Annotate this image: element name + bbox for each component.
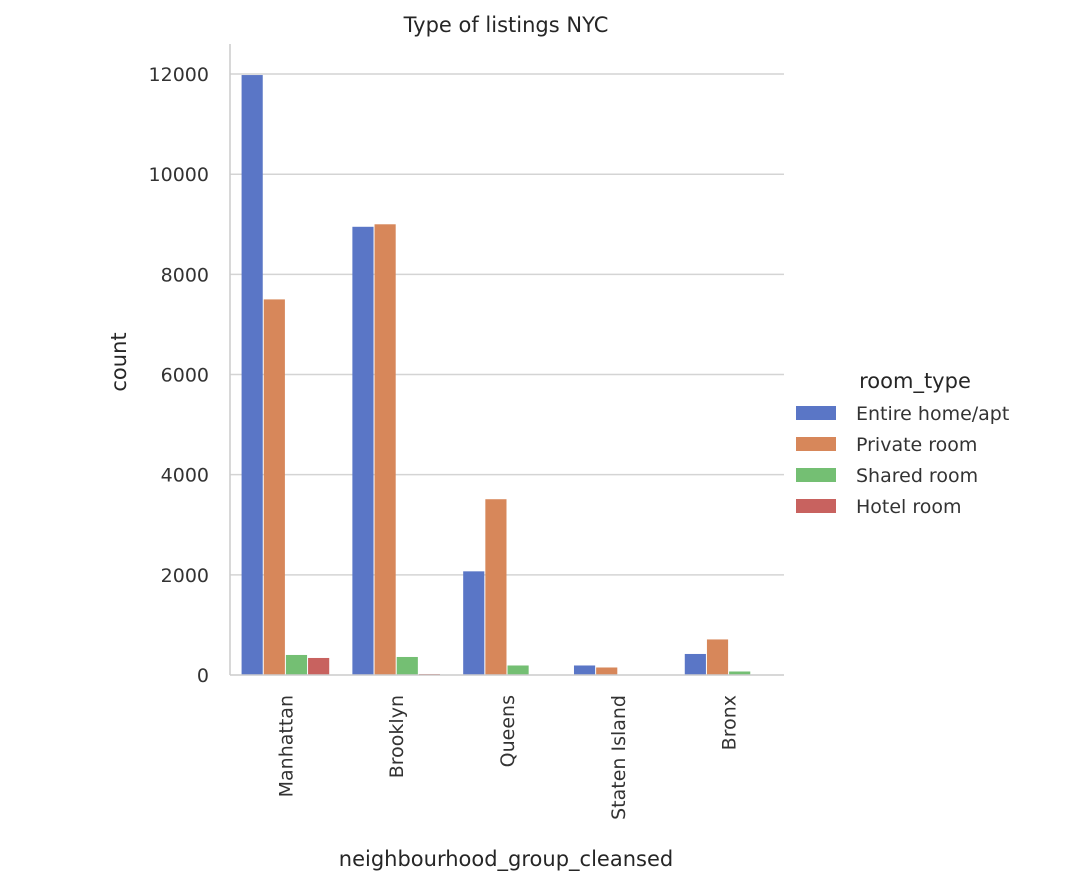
gridlines — [230, 73, 784, 576]
legend-label: Shared room — [856, 465, 978, 487]
y-tick-label: 12000 — [149, 64, 209, 86]
bar — [706, 639, 729, 675]
bars — [241, 75, 751, 676]
legend-label: Hotel room — [856, 496, 962, 518]
bar — [374, 224, 396, 676]
legend-label: Private room — [856, 434, 977, 456]
y-tick-label: 10000 — [149, 164, 209, 186]
legend-items: Entire home/apt Private room Shared room Ho… — [796, 403, 1009, 518]
bar — [684, 653, 706, 675]
x-tick-label: Staten Island — [608, 695, 630, 820]
legend-swatch — [796, 499, 836, 513]
bar — [485, 499, 507, 675]
bar — [596, 667, 618, 675]
legend-label: Entire home/apt — [856, 403, 1009, 425]
bar — [396, 656, 418, 675]
bar — [308, 657, 330, 675]
chart-title: Type of listings NYC — [403, 13, 609, 37]
x-axis-title: neighbourhood_group_cleansed — [339, 847, 673, 872]
bar — [463, 571, 485, 675]
legend-title: room_type — [859, 369, 971, 394]
axes — [229, 44, 784, 676]
y-tick-label: 4000 — [161, 465, 209, 487]
legend-swatch — [796, 406, 836, 420]
legend-swatch — [796, 468, 836, 482]
x-tick-label: Queens — [497, 695, 519, 767]
bar — [352, 226, 374, 676]
legend-swatch — [796, 437, 836, 451]
bar — [263, 299, 285, 675]
bar — [729, 671, 751, 675]
y-tick-labels: 0 2000 4000 6000 8000 10000 12000 — [149, 64, 209, 687]
bar — [507, 665, 529, 675]
bar — [285, 654, 308, 675]
x-tick-label: Brooklyn — [386, 695, 408, 778]
x-tick-label: Bronx — [719, 695, 741, 750]
y-axis-title: count — [107, 332, 131, 391]
y-tick-label: 8000 — [161, 264, 209, 286]
y-tick-label: 2000 — [161, 565, 209, 587]
y-tick-label: 6000 — [161, 365, 209, 387]
y-tick-label: 0 — [197, 665, 209, 687]
x-tick-label: Manhattan — [275, 695, 297, 797]
x-tick-labels: Manhattan Brooklyn Queens Staten Island Bron… — [275, 695, 740, 820]
bar — [573, 665, 596, 675]
legend: room_type Entire home/apt Private room Sha… — [796, 369, 1009, 518]
bar — [241, 75, 263, 676]
